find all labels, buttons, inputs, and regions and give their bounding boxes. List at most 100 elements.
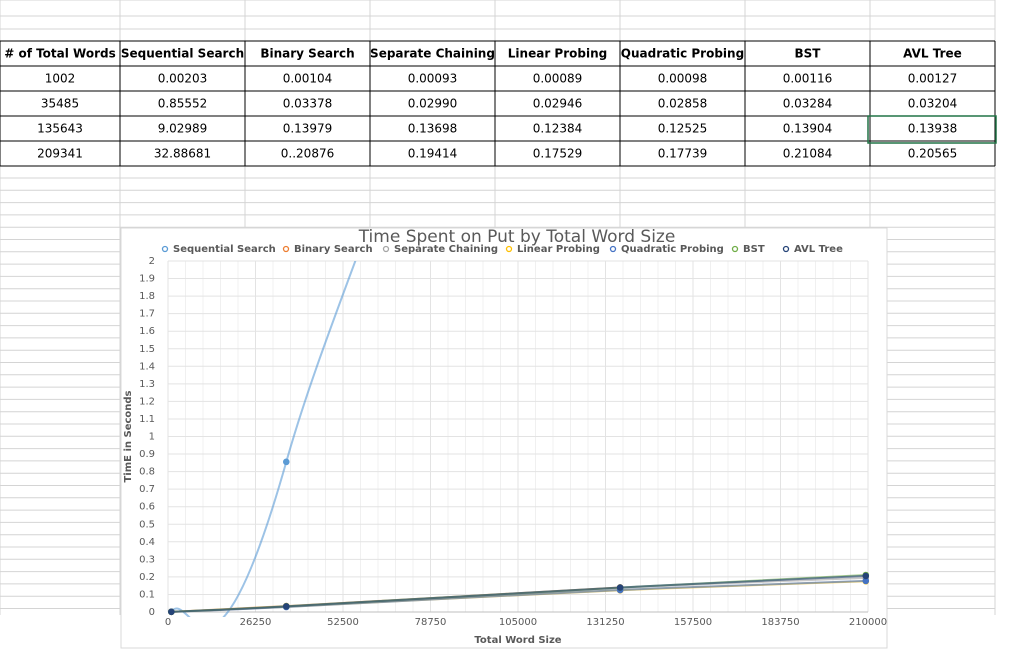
chart: Time Spent on Put by Total Word Size TimE… [123,227,887,646]
legend-marker [731,245,739,253]
y-tick-label: 0 [149,607,155,618]
y-tick-label: 1.7 [139,309,155,320]
table-header: Sequential Search [121,47,244,61]
data-point [282,458,290,466]
data-point [168,608,175,616]
table-cell: 0.02990 [408,97,458,111]
y-tick-label: 1.8 [139,291,155,302]
y-tick-label: 0.7 [139,484,155,495]
y-tick-label: 2 [149,256,155,267]
table-cell: 0.13904 [783,122,833,136]
y-tick-label: 0.3 [139,554,155,565]
table-cell: 0.00127 [908,72,958,86]
selected-cell[interactable] [867,115,997,144]
table-cell: 0.00093 [408,72,458,86]
legend-label: AVL Tree [794,244,843,255]
x-tick-label: 26250 [240,617,272,628]
table-header: BST [795,47,822,61]
table-cell: 0.85552 [158,97,208,111]
table-cell: 0.02946 [533,97,583,111]
y-tick-label: 1 [149,432,155,443]
table-cell: 0.03284 [783,97,833,111]
table-cell: 0.21084 [783,147,833,161]
y-tick-label: 0.2 [139,572,155,583]
series-line [171,574,866,613]
x-tick-label: 78750 [415,617,447,628]
table-cell: 32.88681 [154,147,211,161]
legend-label: Binary Search [294,244,373,255]
table-cell: 1002 [45,72,76,86]
x-axis-label: Total Word Size [474,635,561,646]
table-cell: 0.00104 [283,72,333,86]
y-tick-label: 1.9 [139,274,155,285]
table-cell: 0.20565 [908,147,958,161]
y-tick-label: 0.5 [139,519,155,530]
legend-label: BST [743,244,765,255]
x-tick-label: 157500 [674,617,712,628]
y-tick-label: 0.9 [139,449,155,460]
x-tick-label: 105000 [499,617,537,628]
table-cell: 0.12525 [658,122,708,136]
table-header: Separate Chaining [370,47,495,61]
table-cell: 0.12384 [533,122,583,136]
table-cell: 0.03204 [908,97,958,111]
table-header: Linear Probing [508,47,607,61]
table-cell: 0.00203 [158,72,208,86]
x-tick-label: 52500 [327,617,359,628]
legend-marker [782,245,790,253]
table-cell: 0.17529 [533,147,583,161]
legend-label: Linear Probing [517,244,600,255]
data-point [862,572,870,580]
x-tick-label: 183750 [761,617,799,628]
plot [168,261,870,617]
table-cell: 0.00116 [783,72,833,86]
table-cell: 0.13698 [408,122,458,136]
legend-label: Sequential Search [173,244,276,255]
table-cell: 0.17739 [658,147,708,161]
y-tick-label: 0.6 [139,502,155,513]
y-tick-label: 1.1 [139,414,155,425]
table-cell: 0.13938 [908,122,958,136]
y-tick-label: 1.5 [139,344,155,355]
y-tick-label: 1.3 [139,379,155,390]
table-cell: 0.13979 [283,122,333,136]
y-tick-label: 0.1 [139,589,155,600]
legend-marker [161,245,169,253]
table-cell: 0.03378 [283,97,333,111]
legend-marker [505,245,513,253]
table-header: Quadratic Probing [621,47,744,61]
legend-marker [282,245,290,253]
table-cell: 0.02858 [658,97,708,111]
table-cell: 0.00098 [658,72,708,86]
legend-marker [609,245,617,253]
table-cell: 9.02989 [158,122,208,136]
legend-label: Quadratic Probing [621,244,724,255]
y-tick-label: 1.2 [139,396,155,407]
data-point [282,603,290,610]
table-header: Binary Search [260,47,354,61]
y-axis-label: TimE in Seconds [123,390,134,482]
table-cell: 0.19414 [408,147,458,161]
series-line [170,261,357,617]
table-cell: 35485 [41,97,79,111]
y-tick-label: 1.6 [139,326,155,337]
chart-area[interactable] [120,227,888,649]
chart-title: Time Spent on Put by Total Word Size [358,227,676,247]
table-cell: 135643 [37,122,83,136]
table-header: AVL Tree [903,47,962,61]
y-tick-label: 0.4 [139,537,155,548]
table-cell: 0..20876 [281,147,334,161]
table-header: # of Total Words [4,47,116,61]
x-tick-label: 131250 [586,617,624,628]
data-point [616,584,624,591]
y-tick-label: 1.4 [139,361,155,372]
y-tick-label: 0.8 [139,467,155,478]
data-table: # of Total Words Sequential Search Binary … [0,40,996,167]
legend-marker [382,245,390,253]
x-tick-label: 0 [165,617,171,628]
legend-label: Separate Chaining [394,244,498,255]
table-cell: 0.00089 [533,72,583,86]
x-tick-label: 210000 [849,617,887,628]
table-cell: 209341 [37,147,83,161]
